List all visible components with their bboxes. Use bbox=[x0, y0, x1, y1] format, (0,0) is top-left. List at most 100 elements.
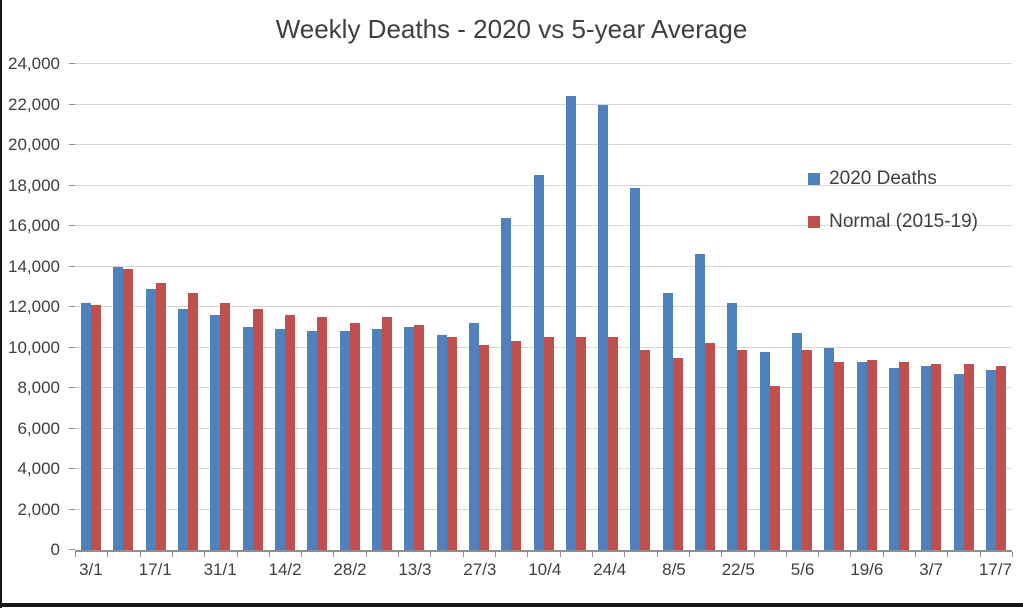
x-axis-tick bbox=[495, 552, 497, 557]
x-axis-label bbox=[755, 560, 787, 580]
x-axis-tick bbox=[107, 552, 109, 557]
bar-group bbox=[592, 64, 624, 550]
bar-group bbox=[624, 64, 656, 550]
y-axis-label: 10,000 bbox=[8, 337, 60, 357]
bar-group bbox=[75, 64, 107, 550]
bar-group bbox=[301, 64, 333, 550]
bar-normal bbox=[608, 337, 619, 550]
x-axis-tick bbox=[624, 552, 626, 557]
bar-group bbox=[269, 64, 301, 550]
bar-normal bbox=[543, 337, 554, 550]
y-axis-label: 22,000 bbox=[8, 94, 60, 114]
x-axis-tick bbox=[171, 552, 173, 557]
bar-normal bbox=[317, 317, 328, 550]
bar-group bbox=[786, 64, 818, 550]
bar-2020-deaths bbox=[533, 175, 544, 550]
bar-group bbox=[721, 64, 753, 550]
x-axis-tick bbox=[850, 552, 852, 557]
bar-normal bbox=[285, 315, 296, 550]
gridline bbox=[75, 63, 1012, 64]
bar-group bbox=[818, 64, 850, 550]
x-axis-label bbox=[107, 560, 139, 580]
bar-2020-deaths bbox=[888, 367, 899, 550]
bar-normal bbox=[446, 337, 457, 550]
x-axis-tick bbox=[204, 552, 206, 557]
x-axis-tick bbox=[753, 552, 755, 557]
legend-item: Normal (2015-19) bbox=[808, 211, 978, 233]
x-axis-label: 27/3 bbox=[463, 560, 497, 579]
y-axis-tick bbox=[69, 184, 75, 186]
bar-group bbox=[334, 64, 366, 550]
x-axis-tick bbox=[656, 552, 658, 557]
x-axis-tick bbox=[947, 552, 949, 557]
x-axis-tick bbox=[1012, 552, 1013, 557]
bar-normal bbox=[898, 361, 909, 550]
bar-group bbox=[560, 64, 592, 550]
x-axis-tick bbox=[139, 552, 141, 557]
bar-normal bbox=[349, 323, 360, 550]
x-axis-tick bbox=[915, 552, 917, 557]
bar-2020-deaths bbox=[501, 217, 512, 550]
x-axis-tick bbox=[591, 552, 593, 557]
y-axis-tick bbox=[69, 508, 75, 510]
x-axis-tick bbox=[430, 552, 432, 557]
bar-2020-deaths bbox=[759, 351, 770, 550]
bar-normal bbox=[834, 361, 845, 550]
gridline bbox=[75, 103, 1012, 105]
bar-group bbox=[495, 64, 527, 550]
x-axis-label: 3/1 bbox=[79, 560, 103, 579]
bar-normal bbox=[414, 325, 425, 550]
bar-group bbox=[851, 64, 883, 550]
bar-group bbox=[172, 64, 204, 550]
bar-2020-deaths bbox=[81, 302, 92, 550]
x-axis-label bbox=[818, 560, 850, 580]
x-axis-tick bbox=[301, 552, 303, 557]
bars-layer bbox=[75, 64, 1012, 550]
bar-2020-deaths bbox=[727, 302, 738, 550]
bar-2020-deaths bbox=[404, 327, 415, 550]
bar-group bbox=[366, 64, 398, 550]
bar-normal bbox=[963, 363, 974, 550]
x-axis-label: 5/6 bbox=[790, 560, 815, 579]
y-axis-label: 0 bbox=[50, 540, 60, 559]
x-axis-tick bbox=[333, 552, 335, 557]
x-axis-label: 17/1 bbox=[138, 560, 172, 579]
plot-area: 2020 Deaths Normal (2015-19) bbox=[75, 63, 1013, 557]
y-axis-tick bbox=[69, 265, 75, 267]
bar-2020-deaths bbox=[662, 292, 673, 550]
bar-normal bbox=[220, 302, 231, 550]
legend-label: Normal (2015-19) bbox=[829, 211, 978, 232]
y-axis-label: 20,000 bbox=[8, 135, 60, 154]
x-axis-label: 19/6 bbox=[850, 560, 884, 579]
bar-group bbox=[883, 64, 915, 550]
bar-group bbox=[915, 64, 947, 550]
y-axis-label: 6,000 bbox=[17, 418, 60, 438]
bar-normal bbox=[640, 349, 651, 550]
y-axis-tick bbox=[69, 346, 75, 348]
bar-group bbox=[463, 64, 495, 550]
bar-2020-deaths bbox=[145, 288, 156, 550]
bar-normal bbox=[995, 365, 1006, 550]
x-axis-tick bbox=[236, 552, 238, 557]
bar-group bbox=[204, 64, 236, 550]
bar-group bbox=[237, 64, 269, 550]
x-axis-tick bbox=[721, 552, 723, 557]
x-axis-label: 13/3 bbox=[398, 560, 432, 579]
bar-normal bbox=[155, 282, 166, 550]
x-axis-tick bbox=[365, 552, 367, 557]
bar-normal bbox=[252, 309, 263, 550]
bar-2020-deaths bbox=[339, 331, 350, 550]
bar-2020-deaths bbox=[178, 309, 189, 550]
legend-swatch bbox=[808, 216, 821, 228]
bar-normal bbox=[381, 317, 392, 550]
bar-normal bbox=[737, 349, 748, 550]
y-axis-tick bbox=[69, 144, 75, 145]
legend-label: 2020 Deaths bbox=[829, 168, 937, 189]
bar-normal bbox=[866, 359, 877, 550]
bar-normal bbox=[478, 345, 489, 550]
y-axis-label: 18,000 bbox=[8, 175, 60, 195]
x-axis-label bbox=[431, 560, 463, 580]
image-left-border bbox=[0, 0, 2, 608]
x-axis-label bbox=[561, 560, 593, 580]
